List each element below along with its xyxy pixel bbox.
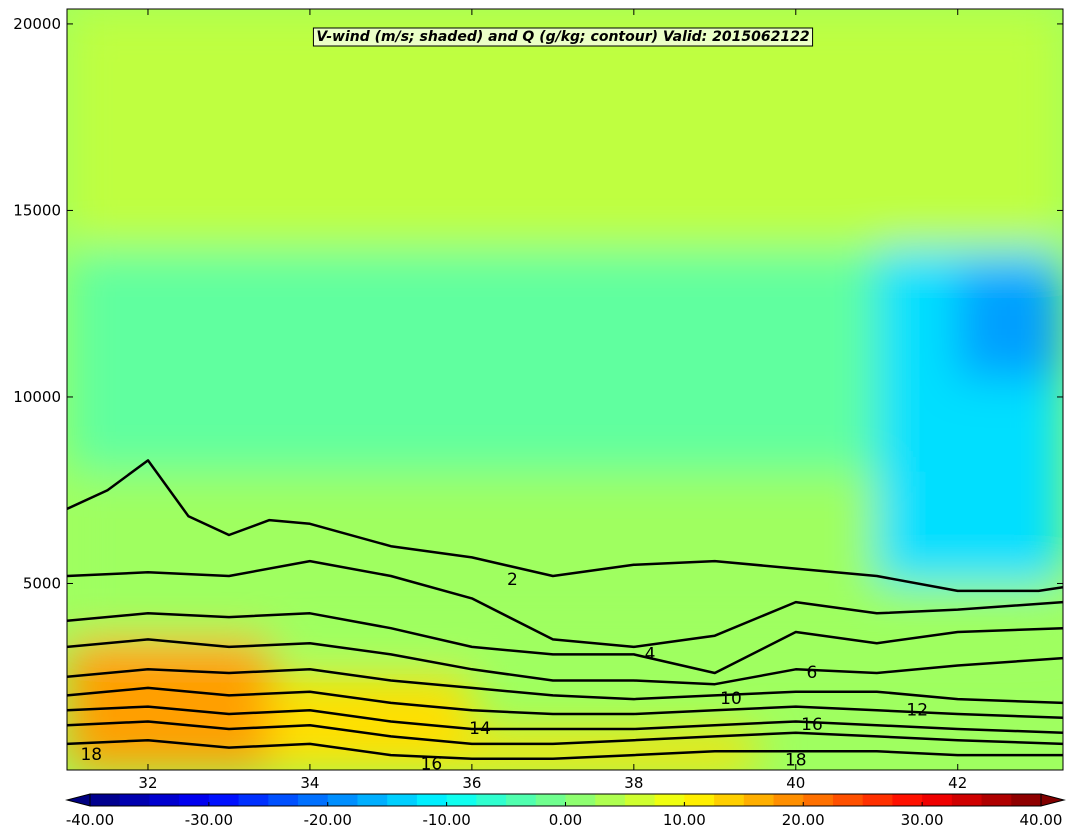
colorbar-segment <box>327 794 359 806</box>
colorbar-tick-label: 30.00 <box>901 811 944 829</box>
colorbar-segment <box>565 794 596 806</box>
title-box: V-wind (m/s; shaded) and Q (g/kg; contou… <box>312 27 814 47</box>
colorbar-segment <box>832 794 864 806</box>
y-tick-label: 10000 <box>13 388 61 406</box>
colorbar-segment <box>119 794 151 806</box>
x-tick-label: 42 <box>948 774 967 792</box>
x-tick-label: 36 <box>462 774 481 792</box>
colorbar-segment <box>862 794 894 806</box>
colorbar-tick-label: 20.00 <box>782 811 825 829</box>
colorbar-segment <box>208 794 240 806</box>
colorbar-segment <box>90 794 121 806</box>
chart-title: V-wind (m/s; shaded) and Q (g/kg; contou… <box>316 29 809 45</box>
colorbar-segment <box>595 794 626 806</box>
colorbar-segment <box>476 794 507 806</box>
contour-q-14 <box>67 705 1063 734</box>
colorbar-segment <box>773 794 804 806</box>
contour-label-0: 2 <box>507 570 518 590</box>
colorbar-segment <box>535 794 567 806</box>
colorbar-segment <box>684 794 715 806</box>
contour-label-6: 16 <box>801 715 823 735</box>
y-tick-label: 15000 <box>13 201 61 219</box>
colorbar-segment <box>624 794 656 806</box>
contour-q-2 <box>67 459 1063 593</box>
colorbar-tick-label: 40.00 <box>1020 811 1063 829</box>
colorbar-segment <box>506 794 537 806</box>
contour-q-6 <box>67 612 1063 675</box>
contour-q-10 <box>67 668 1063 705</box>
colorbar-extend-high <box>1040 793 1066 807</box>
contour-q-18 <box>67 738 1063 761</box>
colorbar-segment <box>1011 794 1042 806</box>
plot-frame <box>66 8 1064 771</box>
colorbar-tick-label: -10.00 <box>422 811 470 829</box>
contour-q-4 <box>67 559 1063 649</box>
colorbar-segment <box>981 794 1012 806</box>
x-tick-label: 38 <box>624 774 643 792</box>
shading-regions <box>67 9 1063 770</box>
x-tick-label: 34 <box>300 774 319 792</box>
y-tick-label: 20000 <box>13 15 61 33</box>
x-tick-label: 40 <box>786 774 805 792</box>
colorbar-segment <box>416 794 448 806</box>
colorbar-segment <box>743 794 775 806</box>
colorbar-segment <box>268 794 299 806</box>
colorbar-segment <box>446 794 477 806</box>
contour-labels: 2 4 6 10 12 14 16 16 18 18 <box>80 570 928 775</box>
x-tick-label: 32 <box>138 774 157 792</box>
shaded-region-7 <box>67 9 1063 248</box>
colorbar-segment <box>714 794 745 806</box>
colorbar-segment <box>387 794 418 806</box>
y-axis: 5000 10000 15000 20000 <box>13 15 1063 592</box>
colorbar-segment <box>654 794 685 806</box>
colorbar-segment <box>179 794 210 806</box>
v-wind-shading <box>67 9 1063 770</box>
colorbar-segment <box>951 794 983 806</box>
colorbar-segment <box>149 794 180 806</box>
contour-label-8: 18 <box>80 745 102 765</box>
colorbar-segment <box>357 794 388 806</box>
colorbar-segment <box>922 794 953 806</box>
colorbar-segment <box>238 794 269 806</box>
contour-label-9: 18 <box>785 751 807 771</box>
contour-label-2: 6 <box>807 663 818 683</box>
colorbar-tick-label: 10.00 <box>663 811 706 829</box>
colorbar-tick-label: -30.00 <box>185 811 233 829</box>
y-tick-label: 5000 <box>23 574 61 592</box>
colorbar-segment <box>803 794 834 806</box>
x-axis: 32 34 36 38 40 42 <box>138 9 967 792</box>
contour-label-1: 4 <box>645 644 656 664</box>
q-contours <box>67 459 1063 761</box>
colorbar-tick-label: -40.00 <box>66 811 114 829</box>
contour-label-4: 12 <box>906 700 928 720</box>
colorbar: -40.00 -30.00 -20.00 -10.00 0.00 10.00 20.00 30… <box>65 793 1066 829</box>
colorbar-segment <box>892 794 923 806</box>
shaded-region-6 <box>957 266 1063 379</box>
colorbar-segment <box>298 794 329 806</box>
contour-label-5: 14 <box>469 719 491 739</box>
contour-q-8 <box>67 638 1063 686</box>
contour-label-7: 16 <box>421 754 443 774</box>
contour-q-16 <box>67 720 1063 746</box>
contour-q-12 <box>67 686 1063 720</box>
colorbar-extend-low <box>65 793 91 807</box>
colorbar-tick-label: 0.00 <box>549 811 582 829</box>
contour-label-3: 10 <box>720 689 742 709</box>
colorbar-tick-label: -20.00 <box>304 811 352 829</box>
